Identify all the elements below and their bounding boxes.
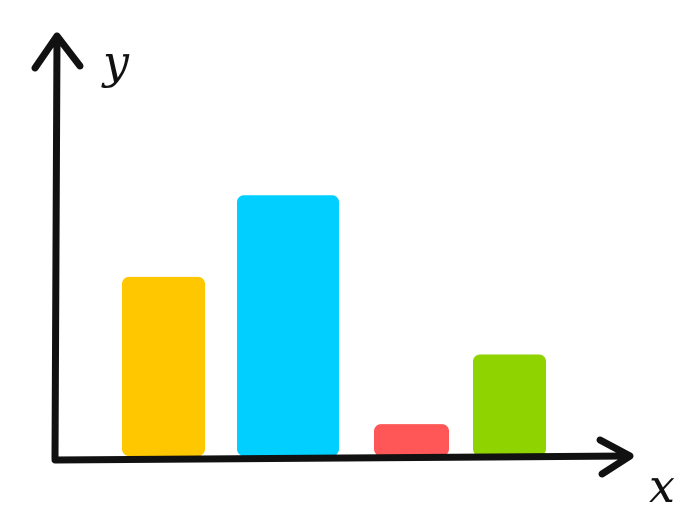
x-axis-label: x <box>649 459 675 513</box>
y-axis-label: y <box>101 35 130 89</box>
bar <box>122 276 205 456</box>
x-axis <box>51 452 632 464</box>
y-axis-arrow <box>31 32 84 72</box>
bar <box>473 354 546 456</box>
bar <box>237 195 339 456</box>
bars <box>122 195 546 456</box>
bar <box>374 424 449 456</box>
x-axis-arrow <box>596 436 634 478</box>
y-axis <box>51 34 61 462</box>
